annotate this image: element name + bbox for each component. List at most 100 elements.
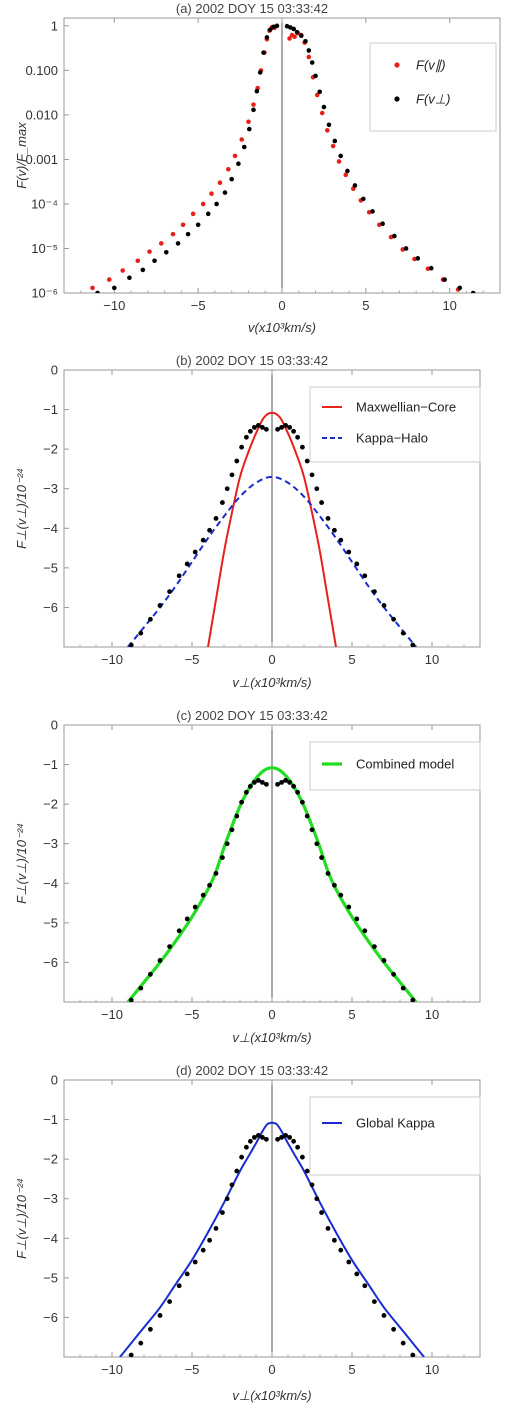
data-point xyxy=(291,783,296,789)
data-point xyxy=(200,1247,206,1253)
y-tick-label: 10⁻⁶ xyxy=(31,286,58,301)
data-point xyxy=(152,258,157,264)
y-tick-label: −5 xyxy=(43,915,58,930)
legend-marker xyxy=(394,96,400,102)
data-point xyxy=(256,1133,261,1138)
x-tick-label: −5 xyxy=(185,652,200,667)
panel-c: (c) 2002 DOY 15 03:33:42 −10 −5 0 5 10 0 −1 −2 −3… xyxy=(0,710,505,1060)
data-point xyxy=(400,1340,406,1346)
y-axis-label: F(v)/F_max xyxy=(14,122,29,189)
data-point xyxy=(304,813,310,819)
data-point xyxy=(275,1136,280,1142)
y-tick-label: −1 xyxy=(43,402,58,417)
data-point xyxy=(138,985,144,991)
data-point xyxy=(170,231,176,237)
data-point xyxy=(192,549,198,555)
data-point xyxy=(362,1283,368,1289)
data-point xyxy=(291,428,296,434)
x-tick-label: 0 xyxy=(268,1007,275,1022)
data-point xyxy=(138,1340,144,1346)
data-point xyxy=(226,166,231,172)
y-tick-label: 1 xyxy=(51,18,58,33)
data-point xyxy=(251,107,256,113)
data-point xyxy=(234,1168,240,1174)
y-tick-label: −2 xyxy=(43,1152,58,1167)
data-point xyxy=(234,458,240,464)
data-point xyxy=(207,527,213,533)
data-point xyxy=(264,35,270,40)
data-point xyxy=(220,1210,225,1215)
data-point xyxy=(381,958,387,963)
data-point xyxy=(343,172,349,178)
x-tick-label: 10 xyxy=(425,1362,439,1377)
data-point xyxy=(163,250,169,255)
plot-area xyxy=(119,1121,425,1357)
data-point xyxy=(175,241,181,246)
series-1-points xyxy=(128,778,416,1002)
data-point xyxy=(213,515,219,521)
data-point xyxy=(287,1134,292,1140)
data-point xyxy=(261,50,266,55)
data-point xyxy=(248,783,253,789)
data-point xyxy=(167,944,173,949)
data-point xyxy=(283,423,288,428)
data-point xyxy=(336,159,342,164)
data-point xyxy=(251,102,256,107)
data-point xyxy=(229,827,235,833)
x-axis-label: v(x10³km/s) xyxy=(248,320,316,335)
data-point xyxy=(244,1144,249,1150)
data-point xyxy=(148,971,153,977)
data-point xyxy=(279,1134,284,1140)
y-tick-label: −3 xyxy=(43,836,58,851)
x-tick-label: 0 xyxy=(268,1362,275,1377)
data-point xyxy=(291,26,297,32)
data-point xyxy=(244,789,249,795)
data-point xyxy=(314,92,320,98)
data-point xyxy=(200,201,206,207)
legend-label: F(v⊥) xyxy=(416,92,450,107)
data-point xyxy=(176,573,182,579)
chart-title: (b) 2002 DOY 15 03:33:42 xyxy=(176,355,328,368)
data-point xyxy=(300,1154,305,1160)
data-point xyxy=(205,211,211,217)
data-point xyxy=(346,1259,352,1265)
data-point xyxy=(200,537,206,543)
data-point xyxy=(264,426,269,432)
data-point xyxy=(410,642,416,647)
data-point xyxy=(128,642,134,647)
data-point xyxy=(319,1210,324,1215)
data-point xyxy=(148,616,153,622)
legend-label: F(v∥) xyxy=(416,58,446,73)
data-point xyxy=(106,277,112,282)
data-point xyxy=(306,48,312,53)
x-tick-label: 5 xyxy=(348,1007,355,1022)
x-tick-label: −10 xyxy=(101,1362,123,1377)
data-point xyxy=(148,1326,153,1332)
series-line-0 xyxy=(126,766,418,1002)
data-point xyxy=(400,630,406,636)
data-point xyxy=(325,1225,331,1231)
series-line-1 xyxy=(127,475,417,647)
legend-label: Kappa−Halo xyxy=(356,431,428,446)
data-point xyxy=(224,486,230,492)
data-point xyxy=(140,267,146,273)
data-point xyxy=(346,549,352,555)
data-point xyxy=(410,1352,416,1357)
data-point xyxy=(95,290,100,293)
chart-title: (c) 2002 DOY 15 03:33:42 xyxy=(176,710,328,723)
y-axis-label: F⊥(v⊥)/10⁻²⁴ xyxy=(14,1178,29,1259)
data-point xyxy=(354,1271,360,1277)
legend-box xyxy=(309,741,481,791)
data-point xyxy=(332,138,338,144)
series-line-0 xyxy=(207,411,337,647)
data-point xyxy=(157,603,163,608)
data-point xyxy=(213,1225,219,1231)
data-point xyxy=(257,70,263,75)
data-point xyxy=(442,277,447,282)
data-point xyxy=(332,882,337,888)
legend: F(v∥) F(v⊥) xyxy=(369,42,497,132)
data-point xyxy=(400,985,406,991)
panel-a: (a) 2002 DOY 15 03:33:42 −10 −5 0 5 10 1 0.100 0… xyxy=(0,0,505,350)
data-point xyxy=(332,527,337,533)
